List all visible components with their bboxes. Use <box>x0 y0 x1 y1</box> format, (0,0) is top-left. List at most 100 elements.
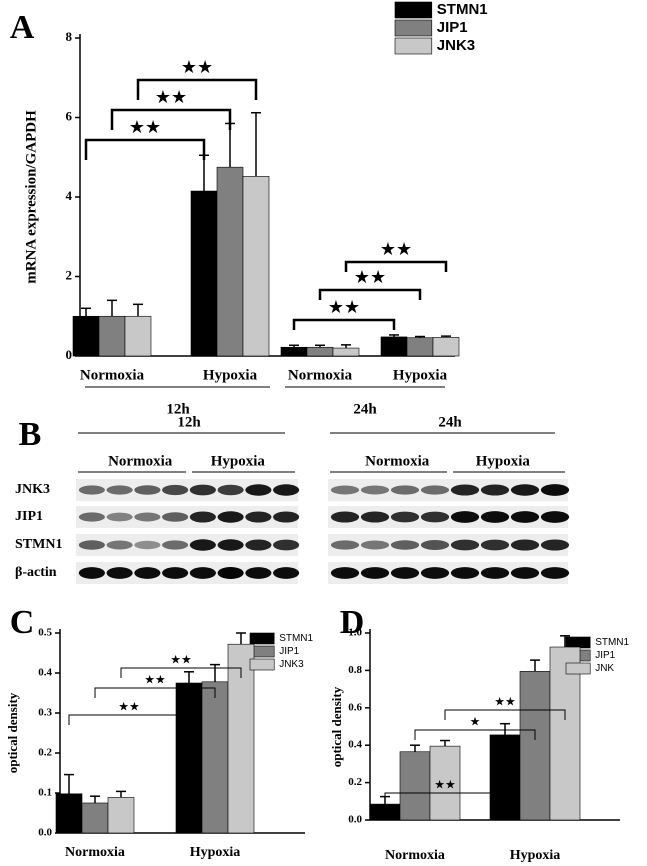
significance-bracket <box>84 138 206 160</box>
blot-band <box>510 539 540 551</box>
condition-label: Hypoxia <box>211 453 266 469</box>
row-label: STMN1 <box>15 537 62 552</box>
y-tick-label: 0.8 <box>348 664 362 676</box>
bar <box>107 797 135 834</box>
legend-label: STMN1 <box>595 637 629 648</box>
y-tick-label: 0.6 <box>348 701 362 713</box>
error-bar <box>133 303 143 317</box>
legend-swatch <box>394 1 433 19</box>
bar <box>332 347 360 357</box>
error-bar <box>341 344 351 349</box>
legend-label: STMN1 <box>437 1 488 18</box>
blot-band <box>245 511 272 523</box>
blot-band <box>540 484 570 496</box>
legend-label: JNK <box>595 663 614 674</box>
significance-bracket <box>344 260 448 272</box>
y-axis-label: mRNA expression/GAPDH <box>23 110 39 284</box>
blot-band <box>134 512 161 522</box>
blot-band <box>330 567 360 579</box>
significance-label: ★★ <box>155 87 187 108</box>
bar <box>399 751 431 821</box>
bar <box>124 315 152 357</box>
condition-label: Normoxia <box>108 453 173 469</box>
blot-band <box>450 567 480 579</box>
y-tick-label: 6 <box>66 108 73 123</box>
y-tick-label: 8 <box>66 29 73 44</box>
blot-band <box>510 484 540 496</box>
bar <box>190 190 218 357</box>
group-label: 12h <box>166 401 190 417</box>
condition-label: Hypoxia <box>476 453 531 469</box>
error-bar <box>441 335 451 338</box>
legend-swatch <box>394 19 433 37</box>
blot-band <box>450 484 480 496</box>
bar <box>201 681 229 834</box>
error-bar <box>415 335 425 338</box>
x-category-label: Normoxia <box>65 845 125 860</box>
row-label: β-actin <box>15 565 57 580</box>
x-category-label: Hypoxia <box>190 845 241 860</box>
blot-band <box>106 567 133 579</box>
blot-band <box>189 484 216 496</box>
bar <box>72 315 100 357</box>
legend-label: JIP1 <box>437 19 468 36</box>
blot-band <box>510 567 540 579</box>
x-category-label: Normoxia <box>288 367 353 383</box>
blot-band <box>360 567 390 579</box>
y-tick-label: 0.4 <box>38 667 52 679</box>
blot-band <box>78 485 105 495</box>
error-bar <box>184 671 194 683</box>
significance-bracket <box>94 687 216 698</box>
y-tick-label: 0.2 <box>348 776 362 788</box>
x-category-label: Normoxia <box>385 848 445 863</box>
error-bar <box>560 635 570 648</box>
significance-label: ★★ <box>118 700 140 714</box>
bar <box>175 682 203 834</box>
error-bar <box>440 739 450 747</box>
blot-band <box>480 539 510 551</box>
blot-band <box>450 511 480 523</box>
blot-band <box>390 567 420 579</box>
blot-band <box>78 567 105 579</box>
significance-label: ★★ <box>328 297 360 318</box>
error-bar <box>530 659 540 672</box>
significance-bracket <box>318 288 422 300</box>
bar <box>55 793 83 834</box>
significance-bracket <box>414 729 536 740</box>
y-tick-label: 0.0 <box>348 814 362 826</box>
blot-band <box>217 511 244 523</box>
bar <box>519 671 551 821</box>
row-label: JNK3 <box>15 482 50 497</box>
blot-band <box>360 540 390 550</box>
significance-bracket <box>384 792 506 803</box>
significance-bracket <box>110 108 232 130</box>
blot-band <box>189 511 216 523</box>
significance-label: ★★ <box>170 653 192 667</box>
legend-label: JIP1 <box>595 650 615 661</box>
error-bar <box>107 299 117 317</box>
blot-band <box>360 511 390 523</box>
blot-band <box>450 539 480 551</box>
time-label: 12h <box>177 414 201 430</box>
x-category-label: Hypoxia <box>510 848 561 863</box>
blot-band <box>162 567 189 579</box>
y-tick-label: 0.1 <box>38 787 52 799</box>
blot-band <box>390 485 420 495</box>
x-category-label: Hypoxia <box>203 367 258 383</box>
significance-label: ★★ <box>380 239 412 260</box>
significance-label: ★★ <box>181 57 213 78</box>
blot-band <box>540 511 570 523</box>
bar <box>98 315 126 357</box>
blot-band <box>510 511 540 523</box>
row-label: JIP1 <box>15 509 43 524</box>
y-tick-label: 0.4 <box>348 739 362 751</box>
blot-band <box>162 512 189 522</box>
blot-band <box>420 540 450 550</box>
blot-band <box>420 485 450 495</box>
bar <box>280 346 308 357</box>
blot-band <box>189 539 216 551</box>
group-label: 24h <box>353 401 377 417</box>
y-axis-label: optical density <box>329 686 344 767</box>
blot-band <box>217 539 244 551</box>
